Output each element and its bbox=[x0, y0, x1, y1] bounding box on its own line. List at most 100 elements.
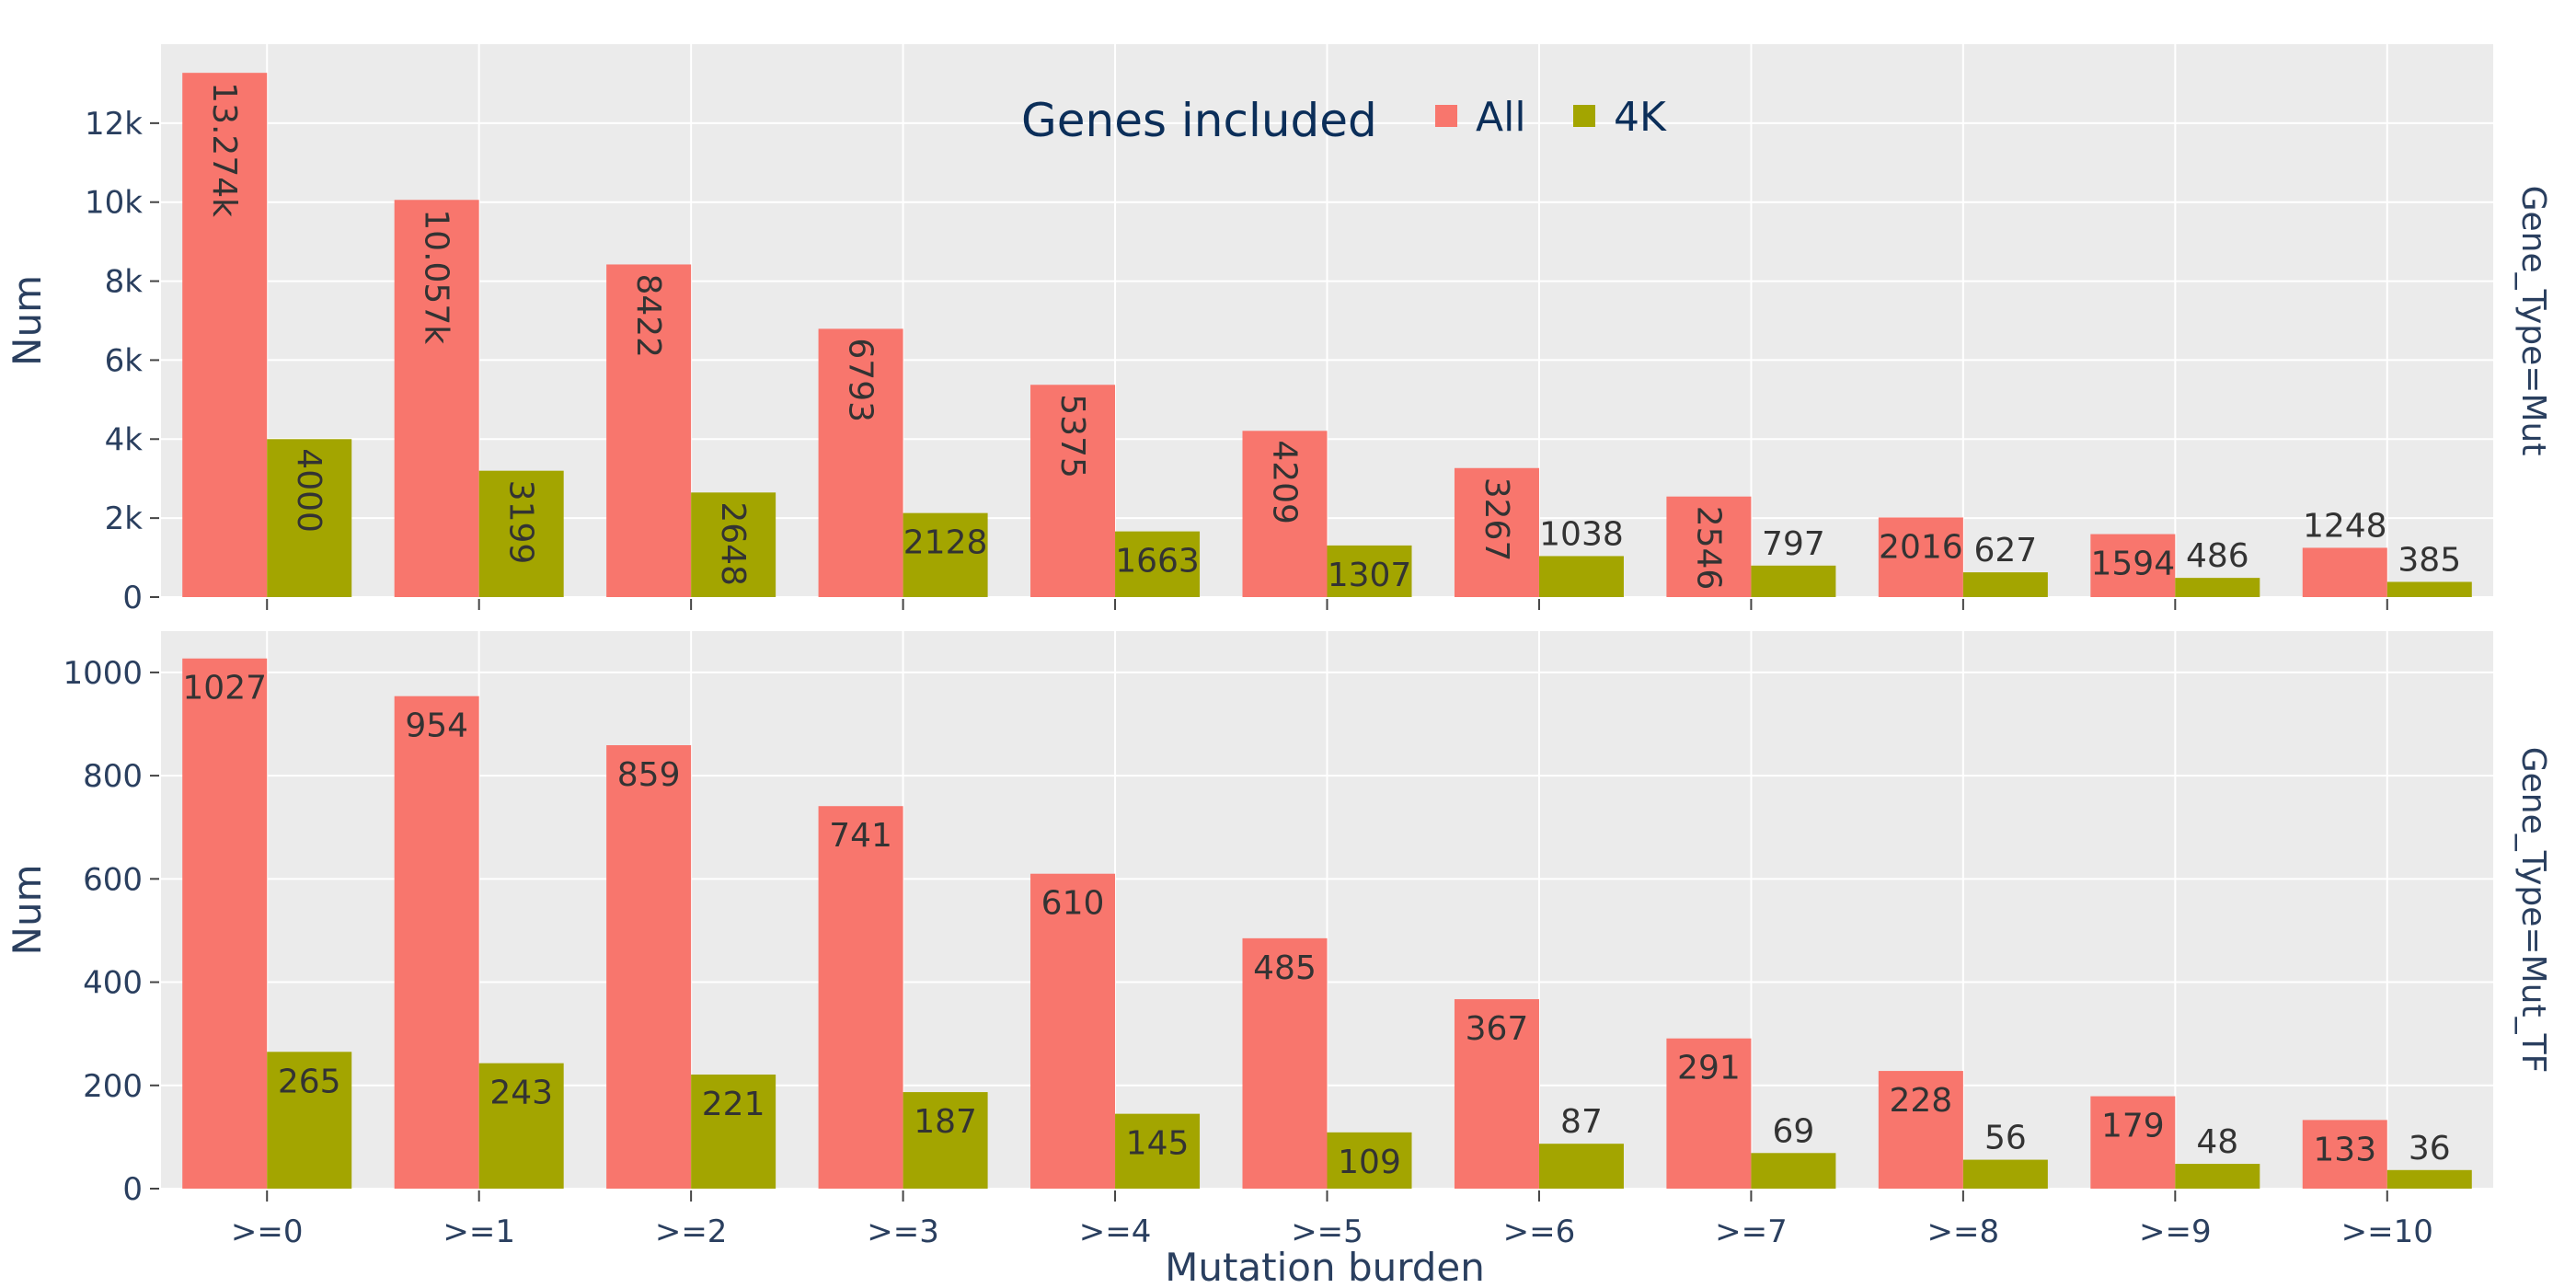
x-tick-label: >=1 bbox=[443, 1213, 515, 1250]
y-tick-label: 800 bbox=[83, 758, 143, 795]
bar-value-label: 1027 bbox=[182, 670, 267, 707]
y-tick-label: 0 bbox=[122, 580, 143, 616]
bar-4k-6 bbox=[1538, 1144, 1624, 1189]
y-tick-label: 12k bbox=[85, 106, 143, 143]
bar-all-9 bbox=[2090, 1096, 2176, 1189]
bar-value-label: 145 bbox=[1126, 1125, 1190, 1163]
bar-all-9 bbox=[2090, 534, 2176, 597]
bar-4k-8 bbox=[1962, 572, 2048, 597]
bar-4k-8 bbox=[1962, 1159, 2048, 1189]
bar-value-label: 954 bbox=[405, 707, 468, 745]
y-axis-title: Num bbox=[5, 865, 50, 956]
bar-4k-0 bbox=[267, 439, 352, 597]
x-tick-label: >=10 bbox=[2341, 1213, 2433, 1250]
bar-all-0 bbox=[182, 658, 268, 1189]
y-axis-title: Num bbox=[5, 275, 50, 366]
bar-value-label: 1038 bbox=[1539, 515, 1624, 553]
bar-4k-3 bbox=[903, 1092, 988, 1189]
x-tick-label: >=0 bbox=[231, 1213, 304, 1250]
bar-value-label: 2546 bbox=[1689, 506, 1727, 591]
bar-all-6 bbox=[1454, 467, 1539, 597]
bar-value-label: 4000 bbox=[290, 448, 328, 533]
bar-value-label: 3199 bbox=[502, 480, 540, 565]
bar-all-7 bbox=[1666, 1038, 1752, 1189]
bar-4k-10 bbox=[2386, 1169, 2472, 1189]
bar-all-1 bbox=[394, 200, 479, 597]
bar-value-label: 486 bbox=[2186, 537, 2249, 575]
bar-value-label: 109 bbox=[1338, 1144, 1401, 1181]
bar-all-5 bbox=[1242, 431, 1328, 597]
legend-swatch bbox=[1435, 105, 1457, 127]
x-tick-label: >=2 bbox=[655, 1213, 728, 1250]
bar-value-label: 859 bbox=[617, 756, 681, 794]
bar-value-label: 2016 bbox=[1879, 528, 1963, 566]
bar-value-label: 228 bbox=[1890, 1082, 1953, 1120]
bar-4k-5 bbox=[1327, 1132, 1412, 1189]
y-tick-label: 600 bbox=[83, 861, 143, 898]
bar-value-label: 367 bbox=[1466, 1010, 1529, 1048]
bar-value-label: 3267 bbox=[1478, 477, 1515, 562]
bar-4k-2 bbox=[691, 492, 776, 597]
y-tick-label: 4k bbox=[105, 421, 144, 458]
x-tick-label: >=3 bbox=[867, 1213, 939, 1250]
bar-all-5 bbox=[1242, 937, 1328, 1189]
bar-value-label: 179 bbox=[2101, 1108, 2165, 1145]
bar-4k-1 bbox=[478, 470, 564, 597]
bar-4k-0 bbox=[267, 1052, 352, 1189]
bar-4k-2 bbox=[691, 1074, 776, 1189]
bar-value-label: 2128 bbox=[903, 524, 988, 562]
bar-all-8 bbox=[1878, 1071, 1963, 1189]
x-tick-label: >=5 bbox=[1291, 1213, 1363, 1250]
y-tick-label: 1000 bbox=[63, 655, 143, 692]
bar-value-label: 2648 bbox=[714, 501, 752, 586]
x-axis-title: Mutation burden bbox=[1165, 1245, 1485, 1288]
legend-title: Genes included bbox=[1021, 94, 1377, 147]
bar-4k-5 bbox=[1327, 545, 1412, 597]
bar-4k-10 bbox=[2386, 581, 2472, 597]
bar-value-label: 5375 bbox=[1053, 394, 1091, 478]
bar-value-label: 610 bbox=[1041, 885, 1105, 923]
bar-all-0 bbox=[182, 73, 268, 598]
bar-value-label: 8422 bbox=[629, 273, 667, 358]
bar-value-label: 627 bbox=[1974, 532, 2038, 569]
bar-value-label: 291 bbox=[1677, 1050, 1741, 1087]
bar-value-label: 48 bbox=[2196, 1123, 2238, 1161]
bar-4k-9 bbox=[2175, 1164, 2260, 1189]
y-tick-label: 8k bbox=[105, 264, 144, 301]
bar-value-label: 741 bbox=[829, 817, 892, 855]
bar-all-8 bbox=[1878, 517, 1963, 597]
bar-all-7 bbox=[1666, 496, 1752, 597]
bar-4k-3 bbox=[903, 512, 988, 597]
x-tick-label: >=9 bbox=[2139, 1213, 2212, 1250]
bar-value-label: 13.274k bbox=[205, 82, 243, 217]
x-tick-label: >=8 bbox=[1927, 1213, 2000, 1250]
bar-value-label: 1248 bbox=[2303, 507, 2387, 545]
bar-4k-1 bbox=[478, 1063, 564, 1189]
bar-value-label: 797 bbox=[1762, 525, 1825, 563]
bar-all-10 bbox=[2302, 1120, 2387, 1189]
panel-1: 0 2k 4k 6k 8k 10k 12k 13.274k 10.057k 8422 6793 537… bbox=[5, 44, 2552, 616]
x-tick-label: >=7 bbox=[1715, 1213, 1788, 1250]
bar-value-label: 243 bbox=[489, 1075, 553, 1112]
legend-label: All bbox=[1476, 94, 1526, 141]
bar-value-label: 1663 bbox=[1115, 543, 1200, 581]
bar-value-label: 6793 bbox=[842, 338, 880, 422]
y-tick-label: 10k bbox=[85, 185, 143, 222]
y-tick-label: 2k bbox=[105, 500, 144, 537]
y-tick-label: 0 bbox=[122, 1171, 143, 1208]
bar-4k-9 bbox=[2175, 578, 2260, 597]
bar-value-label: 4209 bbox=[1266, 440, 1304, 524]
bar-all-4 bbox=[1030, 385, 1116, 597]
bar-value-label: 87 bbox=[1560, 1103, 1603, 1141]
y-tick-label: 6k bbox=[105, 342, 144, 379]
facet-label: Gene_Type=Mut bbox=[2514, 186, 2552, 456]
bar-value-label: 187 bbox=[914, 1103, 977, 1141]
legend-item-all: All bbox=[1435, 94, 1526, 141]
bar-all-3 bbox=[818, 328, 903, 597]
panel-2: 0 200 400 600 800 1000 1027 954 859 741 610 485 367 2… bbox=[5, 631, 2552, 1208]
bar-value-label: 221 bbox=[702, 1086, 765, 1123]
bar-value-label: 485 bbox=[1253, 949, 1317, 987]
facet-label: Gene_Type=Mut_TF bbox=[2514, 747, 2552, 1074]
bar-value-label: 56 bbox=[1984, 1120, 2027, 1157]
